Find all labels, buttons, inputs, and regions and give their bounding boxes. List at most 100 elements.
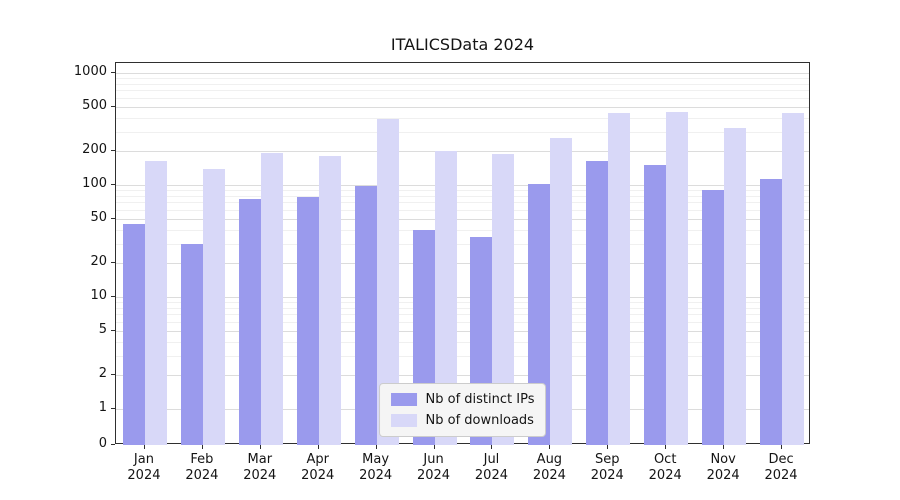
bar-downloads-may xyxy=(376,119,399,445)
legend-swatch-distinct-ips xyxy=(390,393,417,406)
x-tick-month-jul: Jul xyxy=(483,452,500,467)
x-tick-label-jul: Jul 2024 xyxy=(460,452,522,484)
gridline-minor-8 xyxy=(116,307,809,309)
gridline-50 xyxy=(116,218,809,220)
x-tick-month-feb: Feb xyxy=(190,452,214,467)
x-tick-mark-mar xyxy=(259,445,261,449)
bar-distinct-ips-nov xyxy=(702,190,725,445)
y-tick-label-5: 5 xyxy=(98,321,107,337)
gridline-minor-7 xyxy=(116,314,809,316)
bar-distinct-ips-jan xyxy=(122,223,145,445)
x-tick-label-oct: Oct 2024 xyxy=(634,452,696,484)
gridline-1000 xyxy=(116,73,809,74)
legend-label-distinct-ips: Nb of distinct IPs xyxy=(425,392,535,407)
x-tick-month-oct: Oct xyxy=(653,452,677,467)
x-tick-year-mar: 2024 xyxy=(243,468,277,483)
bar-distinct-ips-dec xyxy=(760,179,783,445)
gridline-minor-30 xyxy=(116,243,809,245)
y-tick-mark-1000 xyxy=(111,72,115,73)
chart-legend: Nb of distinct IPs Nb of downloads xyxy=(378,383,547,437)
x-tick-month-nov: Nov xyxy=(710,452,736,467)
gridline-minor-400 xyxy=(116,117,809,119)
x-tick-mark-feb xyxy=(201,445,203,449)
y-tick-mark-200 xyxy=(111,150,115,152)
bar-downloads-sep xyxy=(608,113,631,445)
x-tick-month-sep: Sep xyxy=(595,452,620,467)
x-tick-label-jan: Jan 2024 xyxy=(113,452,175,484)
x-tick-month-aug: Aug xyxy=(536,452,563,467)
y-tick-mark-10 xyxy=(111,296,115,297)
x-tick-label-nov: Nov 2024 xyxy=(692,452,754,484)
x-tick-year-may: 2024 xyxy=(359,468,393,483)
y-tick-label-20: 20 xyxy=(90,254,107,270)
bar-distinct-ips-apr xyxy=(296,197,319,445)
x-tick-mark-oct xyxy=(665,445,667,449)
gridline-10 xyxy=(116,297,809,298)
x-tick-mark-jun xyxy=(433,445,435,449)
gridline-minor-600 xyxy=(116,97,809,99)
x-tick-label-jun: Jun 2024 xyxy=(403,452,465,484)
bar-downloads-jun xyxy=(434,151,457,445)
gridline-minor-800 xyxy=(116,83,809,85)
gridline-5 xyxy=(116,330,809,332)
x-tick-year-jun: 2024 xyxy=(416,468,451,483)
x-tick-label-may: May 2024 xyxy=(345,452,407,484)
legend-label-downloads: Nb of downloads xyxy=(425,413,534,428)
y-tick-mark-5 xyxy=(111,329,115,331)
x-tick-label-dec: Dec 2024 xyxy=(750,452,812,484)
y-tick-label-200: 200 xyxy=(82,142,107,158)
bar-downloads-jul xyxy=(492,153,515,445)
y-tick-mark-20 xyxy=(111,262,115,264)
x-tick-label-aug: Aug 2024 xyxy=(518,452,580,484)
x-tick-month-dec: Dec xyxy=(768,452,794,467)
y-tick-label-100: 100 xyxy=(82,176,107,191)
gridline-minor-3 xyxy=(116,355,809,357)
x-tick-year-jul: 2024 xyxy=(474,468,508,483)
x-tick-year-sep: 2024 xyxy=(590,468,624,483)
x-tick-year-nov: 2024 xyxy=(706,468,740,483)
x-tick-mark-may xyxy=(375,445,377,449)
y-tick-mark-100 xyxy=(111,184,115,185)
x-tick-mark-apr xyxy=(317,445,319,449)
x-tick-label-apr: Apr 2024 xyxy=(287,452,349,484)
x-tick-month-apr: Apr xyxy=(306,452,329,467)
gridline-500 xyxy=(116,106,809,108)
y-tick-label-1000: 1000 xyxy=(73,64,107,79)
bar-downloads-mar xyxy=(260,153,283,445)
bar-downloads-feb xyxy=(202,168,225,445)
x-tick-mark-nov xyxy=(723,445,725,449)
y-tick-label-1: 1 xyxy=(98,400,107,415)
plot-area: Nb of distinct IPs Nb of downloads xyxy=(115,62,810,445)
gridline-minor-60 xyxy=(116,209,809,211)
x-tick-label-feb: Feb 2024 xyxy=(171,452,233,484)
y-tick-label-0: 0 xyxy=(98,436,107,451)
gridline-2 xyxy=(116,375,809,377)
x-tick-mark-jan xyxy=(143,445,145,449)
bar-distinct-ips-feb xyxy=(180,243,203,445)
gridline-minor-9 xyxy=(116,302,809,304)
bar-downloads-jan xyxy=(144,160,167,445)
x-tick-year-feb: 2024 xyxy=(185,468,219,483)
x-tick-mark-aug xyxy=(549,445,551,449)
x-tick-month-jun: Jun xyxy=(423,452,444,467)
gridline-100 xyxy=(116,185,809,186)
x-tick-year-oct: 2024 xyxy=(648,468,682,483)
bar-downloads-aug xyxy=(550,137,573,445)
gridline-minor-70 xyxy=(116,202,809,204)
bar-distinct-ips-mar xyxy=(238,198,261,445)
chart-title: ITALICSData 2024 xyxy=(390,35,535,54)
bar-distinct-ips-sep xyxy=(586,161,609,445)
bar-downloads-nov xyxy=(724,127,747,445)
y-tick-mark-500 xyxy=(111,105,115,107)
y-tick-label-50: 50 xyxy=(90,209,107,225)
bar-distinct-ips-may xyxy=(354,186,377,445)
legend-item-downloads: Nb of downloads xyxy=(390,413,535,428)
x-tick-year-apr: 2024 xyxy=(301,468,335,483)
legend-swatch-downloads xyxy=(390,414,417,427)
gridline-minor-300 xyxy=(116,131,809,133)
gridline-minor-700 xyxy=(116,90,809,92)
x-tick-month-may: May xyxy=(362,452,390,467)
y-tick-mark-2 xyxy=(111,374,115,376)
y-tick-mark-1 xyxy=(111,408,115,409)
